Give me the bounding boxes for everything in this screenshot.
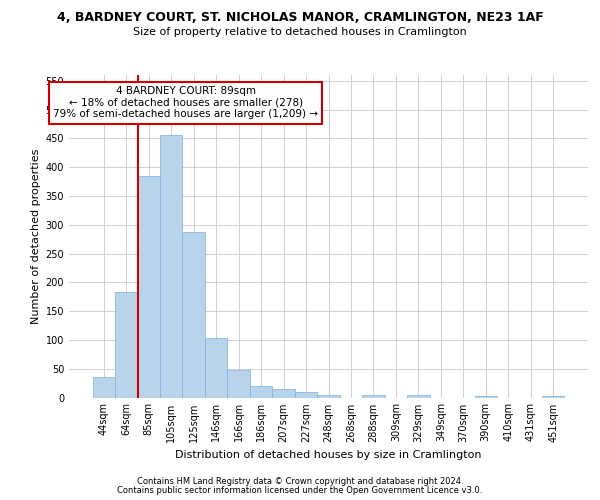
Bar	[160, 135, 182, 398]
Bar	[272, 389, 295, 398]
Bar	[205, 338, 227, 398]
Text: Contains HM Land Registry data © Crown copyright and database right 2024.: Contains HM Land Registry data © Crown c…	[137, 478, 463, 486]
Bar	[542, 396, 565, 398]
Bar	[250, 386, 272, 398]
Bar	[407, 395, 430, 398]
Text: 4 BARDNEY COURT: 89sqm
← 18% of detached houses are smaller (278)
79% of semi-de: 4 BARDNEY COURT: 89sqm ← 18% of detached…	[53, 86, 318, 120]
Bar	[92, 378, 115, 398]
X-axis label: Distribution of detached houses by size in Cramlington: Distribution of detached houses by size …	[175, 450, 482, 460]
Text: Contains public sector information licensed under the Open Government Licence v3: Contains public sector information licen…	[118, 486, 482, 495]
Text: 4, BARDNEY COURT, ST. NICHOLAS MANOR, CRAMLINGTON, NE23 1AF: 4, BARDNEY COURT, ST. NICHOLAS MANOR, CR…	[56, 11, 544, 24]
Y-axis label: Number of detached properties: Number of detached properties	[31, 148, 41, 324]
Text: Size of property relative to detached houses in Cramlington: Size of property relative to detached ho…	[133, 27, 467, 37]
Bar	[137, 176, 160, 398]
Bar	[115, 292, 137, 398]
Bar	[475, 396, 497, 398]
Bar	[317, 394, 340, 398]
Bar	[295, 392, 317, 398]
Bar	[182, 232, 205, 398]
Bar	[227, 370, 250, 398]
Bar	[362, 395, 385, 398]
